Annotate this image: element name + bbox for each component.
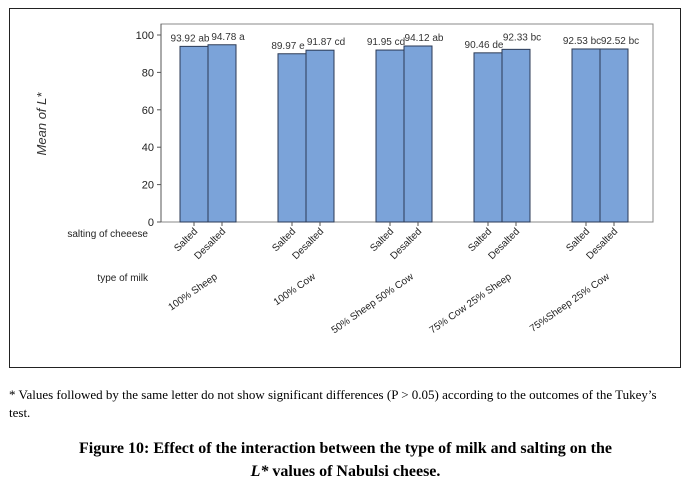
bar-value-label: 92.53 bc: [563, 36, 601, 47]
x-group-label: 100% Sheep: [166, 271, 220, 313]
x-group-label: 100% Cow: [272, 271, 319, 308]
bar-value-label: 94.78 a: [211, 32, 245, 43]
factor-label-milk: type of milk: [97, 273, 149, 284]
y-axis-label: Mean of L*: [34, 92, 49, 156]
x-category-label: Desalted: [584, 226, 620, 262]
factor-label-salting: salting of cheeese: [67, 229, 148, 240]
bar: [599, 48, 629, 223]
caption-line-2-rest: values of Nabulsi cheese.: [268, 463, 441, 480]
caption-lstar: L*: [250, 463, 269, 480]
bar-value-label: 90.46 de: [465, 40, 504, 51]
bar: [403, 45, 433, 223]
bar: [375, 49, 405, 223]
bar-value-label: 89.97 e: [271, 41, 305, 52]
bar-value-labels: 93.92 ab 94.78 a 89.97 e 91.87 cd 91.95 cd 94…: [171, 32, 640, 52]
footnote: * Values followed by the same letter do …: [9, 387, 657, 420]
figure-frame: [9, 8, 681, 368]
x-group-labels: 100% Sheep 100% Cow 50% Sheep 50% Cow 75% C…: [166, 271, 612, 336]
bar: [207, 44, 237, 223]
x-category-label: Desalted: [290, 226, 326, 262]
x-category-label: Desalted: [486, 226, 522, 262]
figure-caption: Figure 10: Effect of the interaction bet…: [0, 437, 691, 483]
x-category-label: Desalted: [192, 226, 228, 262]
caption-line-2: L* values of Nabulsi cheese.: [0, 460, 691, 483]
x-group-label: 75%Sheep 25% Cow: [528, 271, 612, 335]
bars: [179, 44, 629, 223]
bar: [571, 48, 601, 223]
bar: [277, 53, 307, 223]
bar: [501, 48, 531, 223]
y-tick-label: 80: [142, 67, 154, 79]
bar-chart: 0 20 40 60 80 100 93.92 ab 94.78 a 89.97 e 91.87…: [34, 23, 654, 336]
bar-value-label: 92.52 bc: [601, 36, 639, 47]
bar: [179, 45, 209, 223]
bar: [473, 52, 503, 223]
caption-line-1: Figure 10: Effect of the interaction bet…: [79, 440, 612, 457]
x-category-label: Desalted: [388, 226, 424, 262]
y-tick-label: 60: [142, 105, 154, 117]
y-tick-label: 40: [142, 142, 154, 154]
y-tick-label: 20: [142, 180, 154, 192]
bar-value-label: 91.87 cd: [307, 37, 345, 48]
bar: [305, 49, 335, 223]
y-tick-label: 100: [136, 30, 154, 42]
y-tick-label: 0: [148, 217, 154, 229]
y-axis: 0 20 40 60 80 100: [136, 24, 162, 229]
x-group-label: 50% Sheep 50% Cow: [330, 271, 417, 336]
bar-value-label: 94.12 ab: [405, 33, 444, 44]
bar-value-label: 92.33 bc: [503, 32, 541, 43]
bar-value-label: 91.95 cd: [367, 37, 405, 48]
x-group-label: 75% Cow 25% Sheep: [428, 271, 514, 336]
bar-value-label: 93.92 ab: [171, 33, 210, 44]
